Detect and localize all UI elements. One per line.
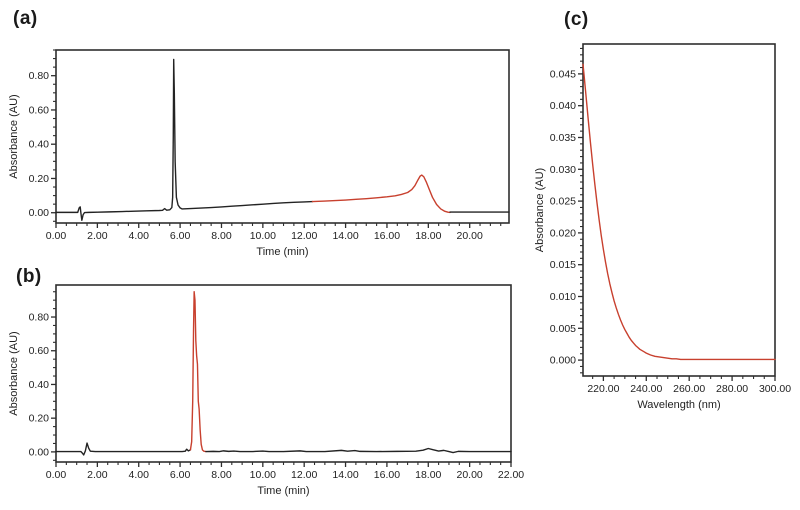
y-tick-label: 0.20 [29, 173, 50, 185]
y-tick-label: 0.80 [29, 312, 50, 324]
y-tick-label: 0.80 [29, 70, 50, 82]
y-tick-label: 0.015 [550, 259, 576, 271]
y-tick-label: 0.035 [550, 132, 576, 144]
x-tick-label: 22.00 [498, 469, 524, 481]
y-tick-label: 0.025 [550, 196, 576, 208]
y-tick-label: 0.40 [29, 379, 50, 391]
trace-baseline-and-main-peak [55, 58, 314, 221]
panel-b: (b) 0.00 2.00 4.00 6.00 8.00 10.00 12.00 14.00 1… [0, 255, 540, 510]
chromatogram-a-plot: 0.00 2.00 4.00 6.00 8.00 10.00 12.00 14.00 16.00… [8, 49, 510, 258]
panel-c-label: (c) [564, 9, 589, 30]
y-tick-label: 0.40 [29, 139, 50, 151]
y-tick-label: 0.005 [550, 323, 576, 335]
y-tick-label: 0.20 [29, 413, 50, 425]
x-axis-label: Wavelength (nm) [637, 399, 720, 411]
x-tick-label: 16.00 [374, 230, 400, 242]
x-tick-label: 4.00 [129, 230, 150, 242]
x-tick-label: 6.00 [170, 469, 191, 481]
x-tick-label: 18.00 [415, 469, 441, 481]
x-tick-label: 8.00 [211, 469, 232, 481]
y-tick-label: 0.040 [550, 100, 576, 112]
y-tick-label: 0.00 [29, 446, 50, 458]
x-tick-label: 14.00 [332, 469, 358, 481]
x-tick-label: 14.00 [332, 230, 358, 242]
x-tick-label: 8.00 [211, 230, 232, 242]
x-tick-label: 2.00 [87, 469, 108, 481]
panel-a: (a) 0.00 2.00 4.00 6.00 8.00 10.00 12.00 14.00 1… [0, 0, 540, 265]
plot-frame [582, 43, 776, 377]
x-tick-label: 220.00 [587, 383, 619, 395]
uv-spectrum-plot: 220.00 240.00 260.00 280.00 300.00 0.000 0.005… [534, 43, 791, 411]
trace-uv-spectrum-red [582, 63, 776, 361]
x-tick-label: 12.00 [291, 469, 317, 481]
x-tick-label: 2.00 [87, 230, 108, 242]
y-tick-label: 0.60 [29, 104, 50, 116]
panel-a-label: (a) [13, 8, 38, 29]
plot-frame [55, 284, 512, 463]
x-tick-label: 300.00 [759, 383, 791, 395]
x-tick-label: 280.00 [716, 383, 748, 395]
y-tick-label: 0.000 [550, 355, 576, 367]
x-tick-label: 20.00 [456, 469, 482, 481]
chromatogram-b-plot: 0.00 2.00 4.00 6.00 8.00 10.00 12.00 14.00 16.00… [8, 284, 524, 497]
trace-baseline-post [205, 447, 512, 454]
y-tick-label: 0.020 [550, 227, 576, 239]
y-axis-label: Absorbance (AU) [534, 168, 546, 252]
y-tick-label: 0.030 [550, 164, 576, 176]
x-tick-label: 6.00 [170, 230, 191, 242]
y-tick-label: 0.00 [29, 207, 50, 219]
panel-b-label: (b) [16, 266, 42, 287]
y-tick-label: 0.045 [550, 68, 576, 80]
x-tick-label: 20.00 [457, 230, 483, 242]
trace-main-peak-red [189, 291, 207, 453]
x-tick-label: 10.00 [250, 230, 276, 242]
x-tick-label: 4.00 [129, 469, 150, 481]
plot-frame [55, 49, 510, 224]
x-axis-label: Time (min) [257, 485, 309, 497]
x-tick-label: 18.00 [415, 230, 441, 242]
x-tick-label: 12.00 [291, 230, 317, 242]
x-tick-label: 0.00 [46, 469, 67, 481]
y-axis-label: Absorbance (AU) [8, 94, 20, 178]
trace-eluting-peak-red [311, 174, 451, 214]
x-tick-label: 0.00 [46, 230, 67, 242]
x-tick-label: 10.00 [250, 469, 276, 481]
y-tick-label: 0.010 [550, 291, 576, 303]
x-axis-label: Time (min) [256, 246, 308, 258]
trace-baseline-pre [55, 442, 192, 456]
x-tick-label: 240.00 [630, 383, 662, 395]
x-tick-label: 16.00 [374, 469, 400, 481]
panel-c: (c) 220.00 240.00 260.00 280.00 300.00 0.000 0… [532, 0, 800, 420]
x-tick-label: 260.00 [673, 383, 705, 395]
y-tick-label: 0.60 [29, 345, 50, 357]
y-axis-label: Absorbance (AU) [8, 331, 20, 415]
